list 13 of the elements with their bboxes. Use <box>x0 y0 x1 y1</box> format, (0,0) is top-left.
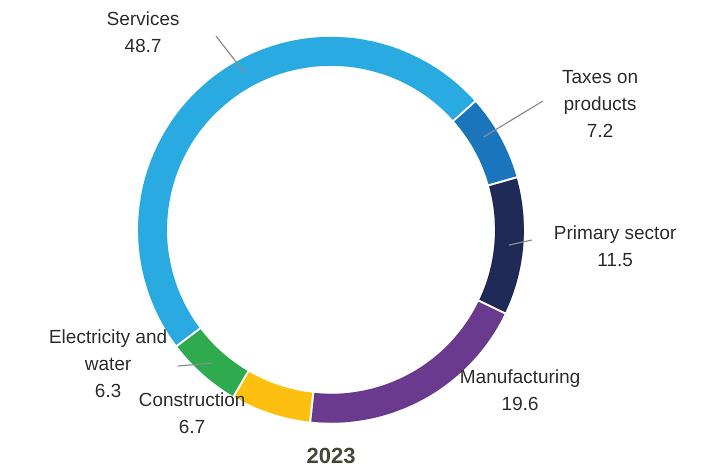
data-label: 6.7 <box>178 417 206 438</box>
data-label: 6.3 <box>94 381 122 402</box>
data-label: 48.7 <box>124 36 162 58</box>
data-label: 19.6 <box>502 394 538 416</box>
slice-label: Primary sector <box>554 223 677 244</box>
slice-label: Electricity and water <box>48 327 168 376</box>
slice-label: Construction <box>138 390 246 412</box>
data-label: 11.5 <box>597 250 633 272</box>
slice-label: Services <box>106 9 180 30</box>
data-label: 7.2 <box>586 121 614 142</box>
slice-label: Taxes on products <box>562 67 638 116</box>
text: 2023 <box>306 442 356 468</box>
slice-label: Manufacturing <box>460 367 580 388</box>
